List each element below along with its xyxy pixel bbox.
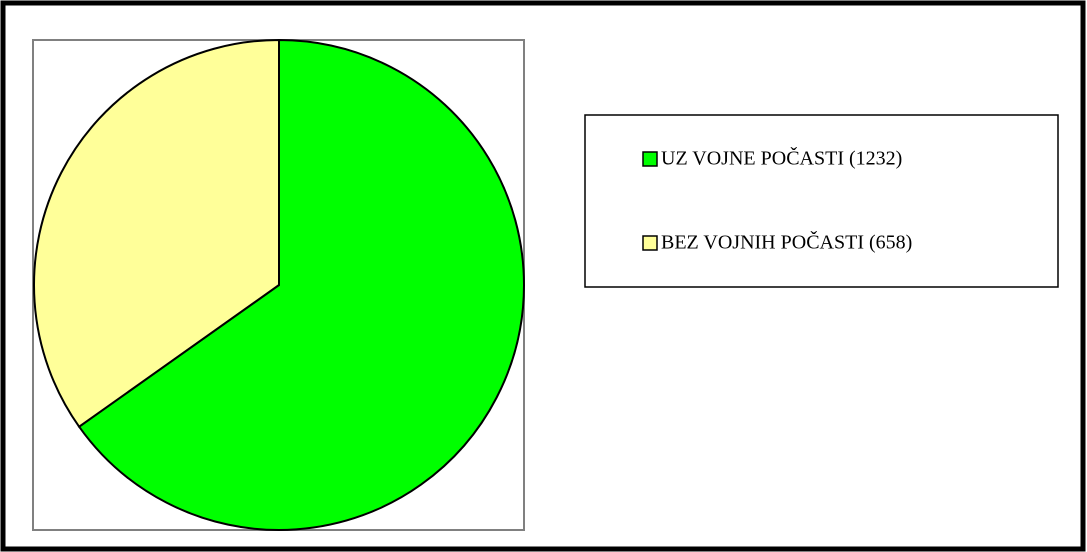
pie-slice	[33, 38, 280, 429]
pie-slice	[77, 38, 525, 531]
legend-label: UZ VOJNE POČASTI (1232)	[661, 146, 902, 170]
legend-label: BEZ VOJNIH POČASTI (658)	[661, 230, 912, 254]
legend	[584, 114, 1059, 288]
legend-swatch	[642, 151, 658, 167]
legend-swatch	[642, 235, 658, 251]
